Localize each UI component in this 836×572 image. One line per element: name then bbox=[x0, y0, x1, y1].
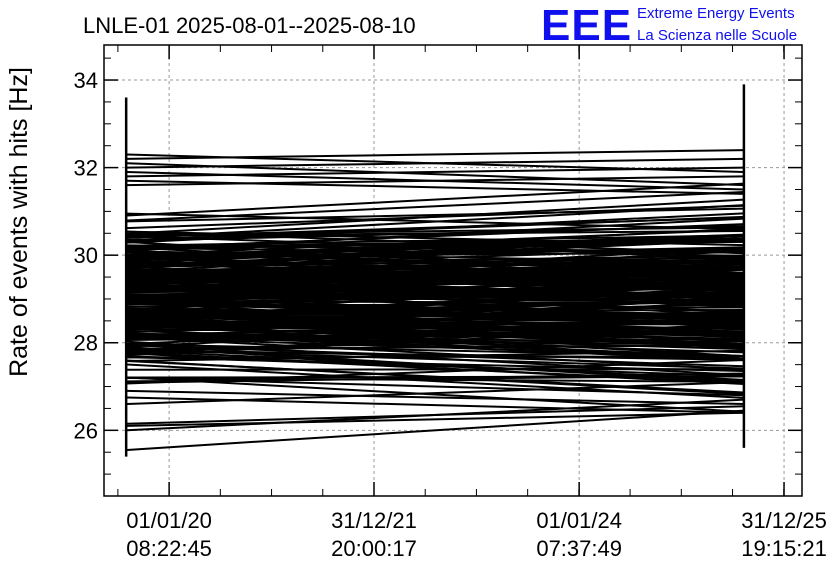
series-line bbox=[126, 316, 744, 348]
series-line bbox=[126, 217, 744, 252]
series-line bbox=[126, 228, 744, 256]
x-tick-label-date: 31/12/25 bbox=[741, 508, 827, 533]
series-line bbox=[126, 223, 744, 250]
series-line bbox=[126, 409, 744, 452]
y-tick-label: 32 bbox=[74, 156, 98, 181]
data-series bbox=[124, 84, 746, 457]
series-line bbox=[126, 302, 744, 316]
series-line bbox=[126, 258, 744, 273]
series-line bbox=[126, 349, 744, 361]
x-tick-label-date: 01/01/24 bbox=[536, 508, 622, 533]
series-line bbox=[126, 291, 744, 296]
series-line bbox=[126, 182, 744, 217]
x-tick-label-time: 19:15:21 bbox=[741, 536, 827, 561]
series-line bbox=[126, 239, 744, 250]
series-line bbox=[126, 355, 744, 359]
series-line bbox=[126, 215, 744, 242]
series-line bbox=[126, 381, 744, 406]
series-line bbox=[126, 249, 744, 283]
series-line bbox=[126, 157, 744, 169]
logo-line-2: La Scienza nelle Scuole bbox=[637, 27, 797, 44]
series-line bbox=[126, 359, 744, 394]
series-line bbox=[126, 321, 744, 329]
series-line bbox=[126, 255, 744, 280]
series-line bbox=[126, 376, 744, 413]
x-tick-label-date: 01/01/20 bbox=[126, 508, 212, 533]
eee-logo: EEE Extreme Energy Events La Scienza nel… bbox=[541, 1, 797, 50]
series-line bbox=[126, 312, 744, 333]
series-line bbox=[126, 149, 744, 160]
x-tick-label-time: 20:00:17 bbox=[331, 536, 417, 561]
series-line bbox=[126, 273, 744, 286]
series-line bbox=[126, 175, 744, 187]
series-line bbox=[126, 411, 744, 427]
plot-frame bbox=[103, 44, 803, 497]
series-line bbox=[126, 389, 744, 406]
axis-tick-labels: 26 28 30 32 34 01/01/20 08:22:45 31/12/21 20:00:… bbox=[74, 68, 827, 561]
series-line bbox=[126, 166, 744, 178]
axis-ticks bbox=[104, 45, 802, 497]
series-line bbox=[126, 204, 744, 230]
y-axis-title: Rate of events with hits [Hz] bbox=[5, 67, 33, 377]
series-line bbox=[126, 333, 744, 338]
series-line bbox=[126, 337, 744, 346]
series-line bbox=[126, 285, 744, 296]
series-line bbox=[126, 376, 744, 383]
series-line bbox=[126, 204, 744, 240]
series-line bbox=[126, 246, 744, 257]
series-line bbox=[126, 313, 744, 317]
series-line bbox=[126, 355, 744, 377]
x-tick-label-date: 31/12/21 bbox=[331, 508, 417, 533]
y-tick-label: 26 bbox=[74, 418, 98, 443]
x-tick-label-time: 07:37:49 bbox=[536, 536, 622, 561]
logo-line-1: Extreme Energy Events bbox=[637, 5, 795, 22]
series-line bbox=[126, 398, 744, 432]
series-line bbox=[126, 376, 744, 397]
y-tick-label: 30 bbox=[74, 243, 98, 268]
series-line bbox=[126, 336, 744, 371]
logo-mark: EEE bbox=[541, 1, 632, 50]
chart-title: LNLE-01 2025-08-01--2025-08-10 bbox=[83, 13, 416, 38]
series-line bbox=[126, 258, 744, 285]
series-line bbox=[126, 233, 744, 258]
y-tick-label: 34 bbox=[74, 68, 98, 93]
x-tick-label-time: 08:22:45 bbox=[126, 536, 212, 561]
y-tick-label: 28 bbox=[74, 331, 98, 356]
series-line bbox=[126, 283, 744, 307]
series-line bbox=[126, 340, 744, 377]
